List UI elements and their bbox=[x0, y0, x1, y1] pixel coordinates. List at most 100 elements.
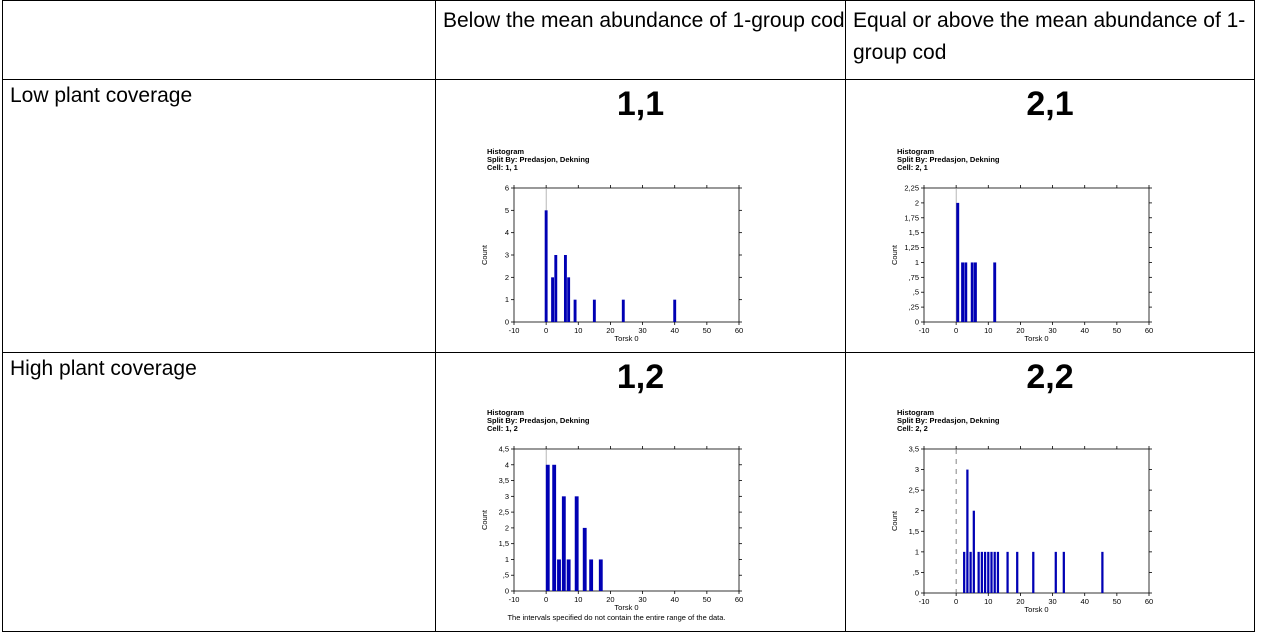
hist-4-y-axis-label: Count bbox=[890, 510, 899, 531]
hist-4-cell-caption: Cell: 2, 2 bbox=[897, 424, 928, 433]
hist-4-bar bbox=[1054, 551, 1057, 593]
hist-4-y-tick-label: 1,5 bbox=[909, 527, 919, 536]
hist-1-y-tick-label: 5 bbox=[505, 206, 509, 215]
hist-1-bar bbox=[551, 277, 555, 322]
hist-2-y-tick-label: 1 bbox=[915, 258, 919, 267]
cell-label-1-1: 1,1 bbox=[616, 85, 665, 123]
hist-4-y-tick-label: 2 bbox=[915, 506, 919, 515]
hist-1-bar bbox=[573, 299, 577, 322]
hist-2-x-tick-label: 20 bbox=[1016, 326, 1024, 335]
header-above-mean: Equal or above the mean abundance of 1-g… bbox=[853, 9, 1246, 64]
hist-1-x-tick-label: -10 bbox=[509, 326, 520, 335]
hist-4-bar bbox=[980, 551, 983, 593]
hist-4-bar bbox=[977, 551, 980, 593]
hist-1-x-tick-label: 20 bbox=[606, 326, 614, 335]
hist-3-x-tick-label: -10 bbox=[509, 595, 520, 604]
hist-3-x-tick-label: 50 bbox=[703, 595, 711, 604]
hist-1-bar bbox=[673, 299, 677, 322]
hist-3-y-tick-label: 3 bbox=[505, 492, 509, 501]
hist-2-y-tick-label: 1,5 bbox=[909, 228, 919, 237]
hist-4-bar bbox=[969, 551, 972, 593]
hist-4-x-tick-label: 60 bbox=[1145, 597, 1153, 606]
hist-4-bar bbox=[993, 551, 996, 593]
hist-4-bar bbox=[1032, 551, 1035, 593]
hist-2-plot-frame bbox=[923, 187, 1150, 323]
hist-2-bar bbox=[993, 262, 997, 322]
hist-1-subtitle: Split By: Predasjon, Dekning bbox=[487, 155, 590, 164]
hist-1-bar bbox=[554, 255, 558, 322]
hist-2-y-tick-label: 0 bbox=[915, 318, 919, 327]
hist-3-y-tick-label: 2,5 bbox=[499, 508, 509, 517]
hist-4-x-tick-label: 10 bbox=[984, 597, 992, 606]
row-label-low: Low plant coverage bbox=[10, 84, 193, 107]
hist-4-bar bbox=[1006, 551, 1009, 593]
hist-3-bar bbox=[582, 527, 587, 591]
hist-1-y-tick-label: 6 bbox=[505, 184, 509, 193]
hist-4-x-tick-label: 20 bbox=[1016, 597, 1024, 606]
hist-2-bar bbox=[973, 262, 977, 322]
hist-2-x-tick-label: 60 bbox=[1145, 326, 1153, 335]
hist-3-y-tick-label: ,5 bbox=[503, 571, 509, 580]
hist-2-cell-caption: Cell: 2, 1 bbox=[897, 163, 928, 172]
hist-3-y-tick-label: 0 bbox=[505, 587, 509, 596]
hist-4-x-tick-label: 30 bbox=[1048, 597, 1056, 606]
hist-4-x-tick-label: -10 bbox=[919, 597, 930, 606]
row-label-cell-high: High plant coverage bbox=[2, 352, 436, 632]
hist-3-x-tick-label: 20 bbox=[606, 595, 614, 604]
hist-4-bar bbox=[1062, 551, 1065, 593]
hist-2-y-tick-label: 1,75 bbox=[904, 213, 919, 222]
hist-3-y-tick-label: 3,5 bbox=[499, 476, 509, 485]
header-row: Below the mean abundance of 1-group cod … bbox=[2, 0, 1255, 80]
hist-3-y-tick-label: 1,5 bbox=[499, 539, 509, 548]
chart-cell-1-1: 1,1 Histogram Split By: Predasjon, Deknin… bbox=[435, 79, 846, 353]
hist-2-bar bbox=[961, 262, 965, 322]
row-low-plant-coverage: Low plant coverage 1,1 Histogram Split By… bbox=[2, 79, 1255, 353]
hist-3-x-tick-label: 60 bbox=[735, 595, 743, 604]
hist-3-y-tick-label: 2 bbox=[505, 523, 509, 532]
hist-1-x-axis-label: Torsk 0 bbox=[614, 334, 638, 343]
hist-1-x-tick-label: 10 bbox=[574, 326, 582, 335]
hist-4-bar bbox=[963, 551, 966, 593]
row-label-high: High plant coverage bbox=[10, 357, 197, 380]
hist-1-y-tick-label: 4 bbox=[505, 228, 509, 237]
hist-2-x-axis-label: Torsk 0 bbox=[1024, 334, 1048, 343]
hist-1-y-tick-label: 0 bbox=[505, 318, 509, 327]
hist-1-y-tick-label: 3 bbox=[505, 251, 509, 260]
hist-3-title: Histogram bbox=[487, 408, 524, 417]
hist-3-y-axis-label: Count bbox=[480, 509, 489, 530]
hist-3-x-axis-label: Torsk 0 bbox=[614, 603, 638, 612]
hist-4-y-tick-label: 2,5 bbox=[909, 486, 919, 495]
hist-4-bar bbox=[996, 551, 1000, 593]
hist-3-bar bbox=[598, 559, 603, 591]
hist-2-bar bbox=[956, 202, 960, 322]
hist-1-plot-frame bbox=[513, 187, 740, 323]
hist-4-x-tick-label: 0 bbox=[954, 597, 958, 606]
hist-1-bar bbox=[563, 255, 567, 322]
hist-4-bar bbox=[972, 510, 975, 593]
hist-1-x-tick-label: 50 bbox=[703, 326, 711, 335]
hist-2-title: Histogram bbox=[897, 147, 934, 156]
hist-1-bar bbox=[592, 299, 596, 322]
header-cell-below-mean: Below the mean abundance of 1-group cod bbox=[435, 0, 846, 80]
hist-3-bar bbox=[566, 559, 571, 591]
hist-2-y-tick-label: 2 bbox=[915, 198, 919, 207]
hist-3-y-tick-label: 4,5 bbox=[499, 445, 509, 454]
hist-3-x-tick-label: 40 bbox=[671, 595, 679, 604]
row-high-plant-coverage: High plant coverage 1,2 Histogram Split B… bbox=[2, 352, 1255, 632]
hist-2-x-tick-label: 30 bbox=[1048, 326, 1056, 335]
cell-label-2-1: 2,1 bbox=[1026, 85, 1074, 123]
hist-2-y-axis-label: Count bbox=[890, 244, 899, 265]
hist-4-y-tick-label: 0 bbox=[915, 589, 919, 598]
hist-2-y-tick-label: 1,25 bbox=[904, 243, 919, 252]
hist-1-bar bbox=[567, 277, 571, 322]
hist-1-bar bbox=[544, 210, 548, 322]
hist-1-x-tick-label: 0 bbox=[544, 326, 548, 335]
hist-3-bar bbox=[574, 496, 579, 591]
hist-2-y-tick-label: ,75 bbox=[909, 273, 919, 282]
row-label-cell-low: Low plant coverage bbox=[2, 79, 436, 353]
hist-4-x-axis-label: Torsk 0 bbox=[1024, 605, 1048, 614]
hist-4-x-tick-label: 50 bbox=[1113, 597, 1121, 606]
